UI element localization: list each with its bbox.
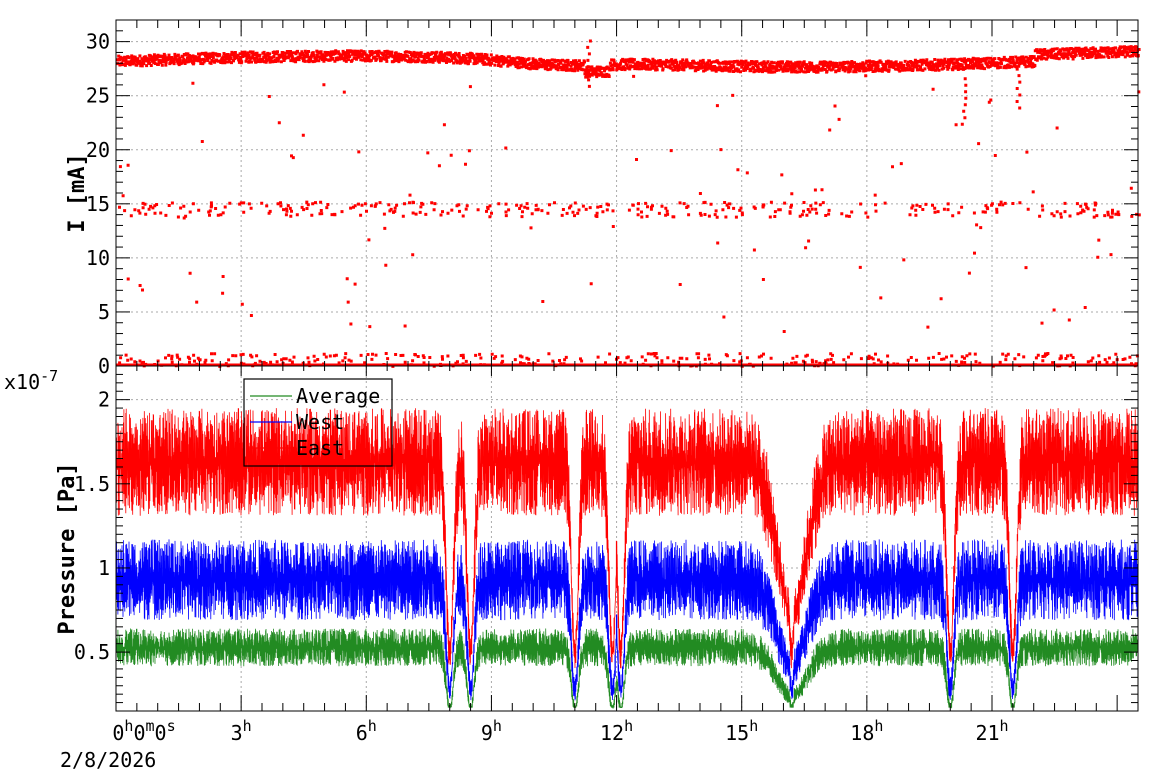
current-y-tick-label: 5	[98, 300, 110, 324]
pressure-series-west	[115, 539, 1139, 701]
legend-label-east: East	[296, 436, 344, 460]
legend-box	[243, 378, 393, 467]
x-tick-label: 18h	[850, 717, 883, 745]
x-tick-label: 15h	[725, 717, 758, 745]
exponent-power: -7	[40, 367, 58, 385]
x-tick-label: 12h	[600, 717, 633, 745]
legend-label-average: Average	[296, 384, 380, 408]
x-tick-label: 3h	[231, 717, 252, 745]
pressure-plot-frame	[115, 365, 1139, 712]
pressure-y-axis-title: Pressure [Pa]	[55, 462, 80, 634]
x-tick-label: 9h	[481, 717, 502, 745]
pressure-series-east	[115, 408, 1139, 669]
current-y-tick-label: 30	[86, 30, 110, 54]
x-tick-label: 21h	[975, 717, 1008, 745]
current-y-axis-title: I [mA]	[65, 153, 90, 232]
pressure-y-tick-label: 2	[98, 388, 110, 412]
current-y-ticks: 0 5 10 15 20 25 30	[86, 19, 1138, 378]
x-axis-date-label: 2/8/2026	[60, 748, 156, 772]
legend-label-west: West	[296, 410, 344, 434]
current-data-points	[116, 39, 1141, 368]
current-y-tick-label: 0	[98, 354, 110, 378]
x-tick-label: 6h	[356, 717, 377, 745]
pressure-series-lines	[115, 408, 1139, 709]
current-y-tick-label: 15	[86, 192, 110, 216]
current-y-tick-label: 10	[86, 246, 110, 270]
current-y-tick-label: 25	[86, 84, 110, 108]
exponent-base: x10	[4, 370, 40, 394]
pressure-exponent-label: x10-7	[4, 367, 58, 394]
time-x-axis: 0h0m0s 3h 6h 9h 12h 15h 18h 21h	[112, 20, 1139, 745]
current-main-band	[116, 45, 1141, 79]
pressure-y-tick-label: 0.5	[74, 640, 110, 664]
pressure-y-ticks: 0.5 1 1.5 2	[74, 365, 1138, 704]
pressure-y-tick-label: 1	[98, 556, 110, 580]
pressure-series-average	[115, 628, 1139, 709]
current-y-tick-label: 20	[86, 138, 110, 162]
current-gridlines	[115, 20, 1138, 367]
pressure-y-tick-label: 1.5	[74, 472, 110, 496]
pressure-panel: 0.5 1 1.5 2 Pressure [Pa] x10-7 AverageWest…	[4, 365, 1139, 712]
x-tick-label: 0h0m0s	[112, 717, 175, 745]
